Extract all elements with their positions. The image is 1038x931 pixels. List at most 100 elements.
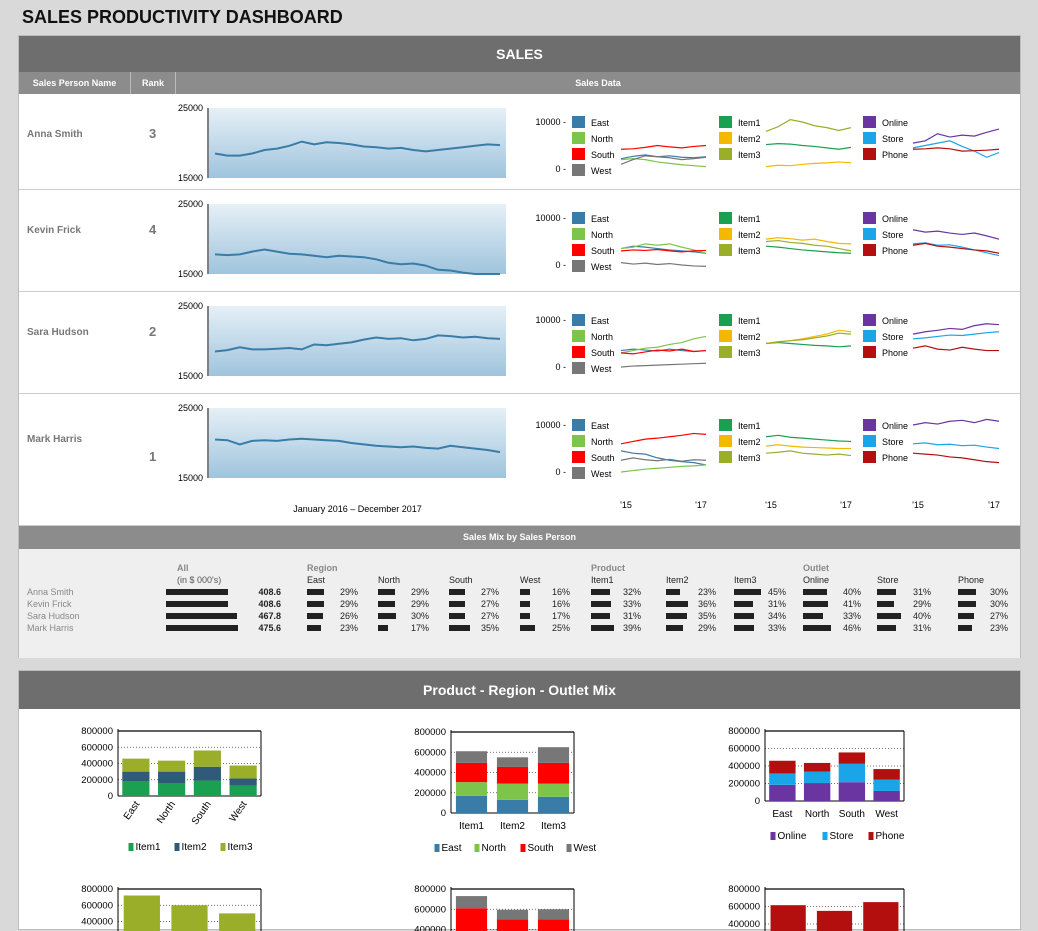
- legend-label: Item1: [738, 421, 761, 431]
- pct-value: 41%: [831, 599, 861, 609]
- legend-label: Item2: [738, 134, 761, 144]
- pct-value: 35%: [469, 623, 499, 633]
- pct-bar: [520, 601, 530, 607]
- bar-segment-item2: [122, 772, 149, 782]
- legend-label: West: [574, 843, 597, 854]
- sparkline-north: [621, 465, 706, 472]
- bar-segment-item3: [158, 761, 185, 772]
- legend-label: West: [591, 166, 612, 176]
- pct-value: 33%: [831, 611, 861, 621]
- column-header-rank: Rank: [131, 72, 176, 94]
- y-tick-label: 800000: [414, 884, 446, 895]
- pct-value: 29%: [399, 587, 429, 597]
- pct-value: 31%: [611, 611, 641, 621]
- legend-swatch: [719, 212, 732, 224]
- legend-swatch: [863, 314, 876, 326]
- legend-swatch: [863, 451, 876, 463]
- y-tick-label: 400000: [728, 919, 760, 930]
- legend-label: Online: [778, 831, 807, 842]
- bar-segment: [456, 896, 487, 908]
- pct-bar: [666, 589, 680, 595]
- legend-swatch: [572, 148, 585, 160]
- pct-value: 23%: [978, 623, 1008, 633]
- legend-swatch: [719, 228, 732, 240]
- column-label: Online: [803, 575, 829, 585]
- column-label: Store: [877, 575, 899, 585]
- bar-segment-item1: [230, 785, 257, 796]
- unit-label: (in $ 000's): [177, 575, 221, 585]
- sparkline-south: [621, 146, 706, 150]
- legend-swatch: [719, 346, 732, 358]
- legend-label: Item3: [228, 842, 253, 853]
- legend-label: Online: [882, 421, 908, 431]
- pct-value: 33%: [611, 599, 641, 609]
- legend-swatch: [863, 419, 876, 431]
- spark-axis-top: 10000 -: [535, 315, 566, 325]
- legend-swatch: [719, 314, 732, 326]
- pct-bar: [378, 589, 395, 595]
- legend-label: Item1: [738, 118, 761, 128]
- x-tick-label: South: [839, 809, 865, 820]
- pct-value: 27%: [469, 599, 499, 609]
- legend-label: East: [442, 843, 462, 854]
- bar-segment: [817, 911, 852, 931]
- y-tick-label: 400000: [414, 768, 446, 779]
- pct-bar: [307, 613, 323, 619]
- pct-value: 32%: [611, 587, 641, 597]
- legend-swatch: [863, 346, 876, 358]
- pct-value: 26%: [328, 611, 358, 621]
- bar-segment-phone: [839, 752, 865, 763]
- sparkline-item1: [766, 246, 851, 253]
- group-label-region: Region: [307, 563, 338, 573]
- pct-value: 29%: [328, 587, 358, 597]
- spark-axis-bottom: 0 -: [555, 164, 566, 174]
- group-label-outlet: Outlet: [803, 563, 829, 573]
- legend-swatch: [719, 116, 732, 128]
- legend-swatch: [572, 244, 585, 256]
- pct-value: 29%: [686, 623, 716, 633]
- legend-swatch: [572, 330, 585, 342]
- pct-value: 29%: [399, 599, 429, 609]
- pct-bar: [734, 601, 753, 607]
- bar-segment-online: [839, 782, 865, 801]
- legend-label: South: [591, 453, 615, 463]
- sparkline-item3: [766, 241, 851, 251]
- legend-label: West: [591, 469, 612, 479]
- bar-segment: [863, 902, 898, 931]
- bar-segment: [219, 913, 255, 931]
- pct-bar: [803, 601, 828, 607]
- sparkline-west: [621, 458, 706, 461]
- mix-row-name: Mark Harris: [27, 623, 74, 633]
- column-label: Item2: [666, 575, 689, 585]
- sparkline-online: [913, 230, 999, 239]
- sparkline-online: [913, 419, 999, 425]
- legend-label: North: [591, 230, 613, 240]
- bar-segment-south: [456, 763, 487, 782]
- y-tick-label: 800000: [414, 727, 446, 738]
- pct-value: 40%: [831, 587, 861, 597]
- total-value: 467.8: [241, 611, 281, 621]
- pct-bar: [958, 589, 976, 595]
- spark-axis-top: 10000 -: [535, 420, 566, 430]
- trend-ymin: 15000: [178, 371, 203, 381]
- pct-value: 30%: [399, 611, 429, 621]
- legend-swatch: [572, 228, 585, 240]
- legend-swatch: [572, 346, 585, 358]
- legend-label: Item3: [738, 246, 761, 256]
- legend-swatch: [475, 844, 480, 852]
- sparkline-west: [621, 263, 706, 267]
- pct-value: 16%: [540, 599, 570, 609]
- pct-bar: [958, 613, 974, 619]
- total-bar: [166, 613, 237, 619]
- y-tick-label: 800000: [728, 884, 760, 895]
- column-label: South: [449, 575, 473, 585]
- y-tick-label: 800000: [81, 726, 113, 737]
- pct-bar: [877, 613, 901, 619]
- pct-value: 16%: [540, 587, 570, 597]
- x-tick-label: East: [772, 809, 792, 820]
- pct-bar: [520, 589, 530, 595]
